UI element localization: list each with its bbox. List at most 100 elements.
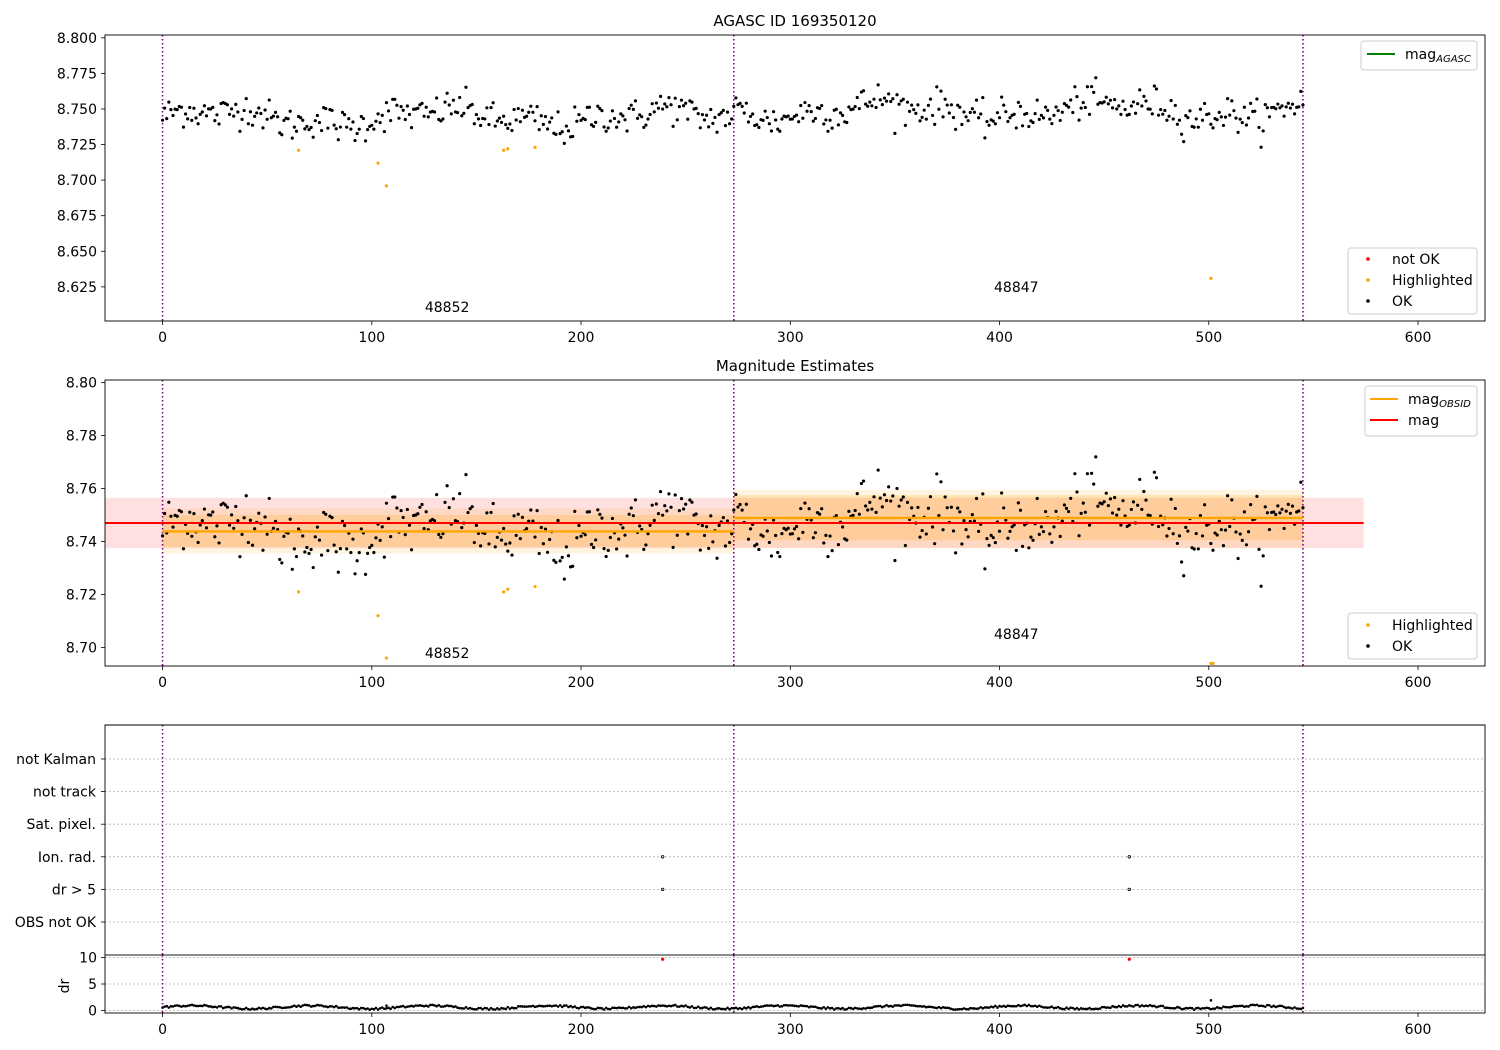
ok-point xyxy=(357,127,361,131)
ok-point xyxy=(658,490,663,494)
ok-point xyxy=(282,534,286,538)
dr-point xyxy=(326,1005,330,1009)
ok-point xyxy=(1165,534,1169,538)
ok-point xyxy=(1060,519,1064,523)
dr-point xyxy=(1199,1007,1202,1011)
ok-point xyxy=(483,531,487,536)
dr-point xyxy=(1075,1006,1079,1010)
dr-point xyxy=(473,1007,476,1011)
dr-point xyxy=(906,1003,909,1007)
ok-point xyxy=(301,118,305,122)
ok-point xyxy=(847,105,851,109)
dr-point xyxy=(638,1005,641,1009)
ok-point xyxy=(1018,508,1023,512)
ok-point xyxy=(479,544,483,548)
dr-point xyxy=(401,1004,405,1008)
ok-point xyxy=(648,523,652,527)
ok-point xyxy=(728,540,732,545)
dr-point xyxy=(378,1007,382,1010)
dr-point xyxy=(1186,1006,1190,1010)
dr-point xyxy=(828,1007,832,1010)
ok-point xyxy=(510,128,514,133)
ok-point xyxy=(608,119,612,123)
ok-point xyxy=(529,104,533,108)
ok-point xyxy=(884,99,889,103)
dr-point xyxy=(1086,1007,1089,1011)
dr-point xyxy=(891,1005,895,1008)
dr-point xyxy=(1253,1003,1257,1007)
ok-point xyxy=(935,85,939,89)
ok-point xyxy=(1083,510,1087,514)
ok-point xyxy=(340,110,345,114)
ok-point xyxy=(242,516,246,520)
ok-point xyxy=(1106,503,1110,508)
y-tick-label: 8.74 xyxy=(66,535,97,551)
ok-point xyxy=(1163,108,1167,113)
dr-point xyxy=(1167,1006,1171,1010)
dr-point xyxy=(1284,1006,1288,1010)
dr-point xyxy=(1257,1004,1261,1008)
dr-point xyxy=(586,1006,589,1009)
dr-point xyxy=(1132,1005,1135,1008)
ok-point xyxy=(868,100,872,104)
ok-point xyxy=(265,532,269,536)
ok-point xyxy=(977,116,981,120)
ok-point xyxy=(1200,534,1205,538)
dr-point xyxy=(1119,1005,1123,1009)
ok-point xyxy=(545,127,550,131)
ok-point xyxy=(698,126,702,130)
ok-point xyxy=(280,561,284,565)
dr-point xyxy=(797,1005,800,1008)
dr-point xyxy=(186,1004,189,1008)
dr-point xyxy=(1029,1004,1033,1008)
ok-point xyxy=(525,114,529,118)
ok-point xyxy=(372,127,376,131)
ok-point xyxy=(171,113,175,118)
ok-point xyxy=(964,115,968,119)
ok-point xyxy=(564,124,568,128)
ok-point xyxy=(332,123,336,127)
ok-point xyxy=(1223,115,1228,119)
dr-point xyxy=(977,1007,980,1010)
ok-point xyxy=(1075,490,1079,494)
ok-point xyxy=(715,556,719,560)
dr-point xyxy=(629,1006,633,1010)
ok-point xyxy=(1203,101,1207,106)
ok-point xyxy=(654,502,658,506)
ok-point xyxy=(1150,112,1154,116)
dr-point xyxy=(1194,1006,1198,1010)
ok-point xyxy=(851,513,855,517)
ok-point xyxy=(192,512,196,516)
dr-point xyxy=(242,1007,246,1011)
dr-point xyxy=(784,1003,788,1007)
ok-point xyxy=(774,533,778,538)
dr-point xyxy=(780,1005,784,1008)
dr-point xyxy=(299,1005,302,1009)
ok-point xyxy=(1110,511,1115,515)
x-tick-label: 100 xyxy=(358,330,385,346)
ok-point xyxy=(876,468,880,472)
ok-point xyxy=(261,126,265,130)
ok-point xyxy=(1121,99,1125,103)
ok-point xyxy=(1249,503,1253,507)
ok-point xyxy=(1008,529,1012,533)
ok-point xyxy=(937,107,941,111)
dr-point xyxy=(973,1007,976,1010)
ok-point xyxy=(1274,512,1278,517)
ok-point xyxy=(464,473,468,477)
dr-point xyxy=(1201,1006,1204,1010)
ok-point xyxy=(349,127,353,131)
ok-point xyxy=(650,102,654,106)
ok-point xyxy=(953,551,958,555)
ok-point xyxy=(981,492,985,496)
dr-point xyxy=(470,1007,474,1011)
ok-point xyxy=(514,118,518,122)
ok-point xyxy=(813,531,818,535)
dr-point xyxy=(1238,1004,1242,1008)
ok-point xyxy=(407,112,412,117)
ok-point xyxy=(223,503,227,507)
ok-point xyxy=(579,534,583,538)
ok-point xyxy=(257,511,261,515)
dr-point xyxy=(1297,1007,1301,1010)
